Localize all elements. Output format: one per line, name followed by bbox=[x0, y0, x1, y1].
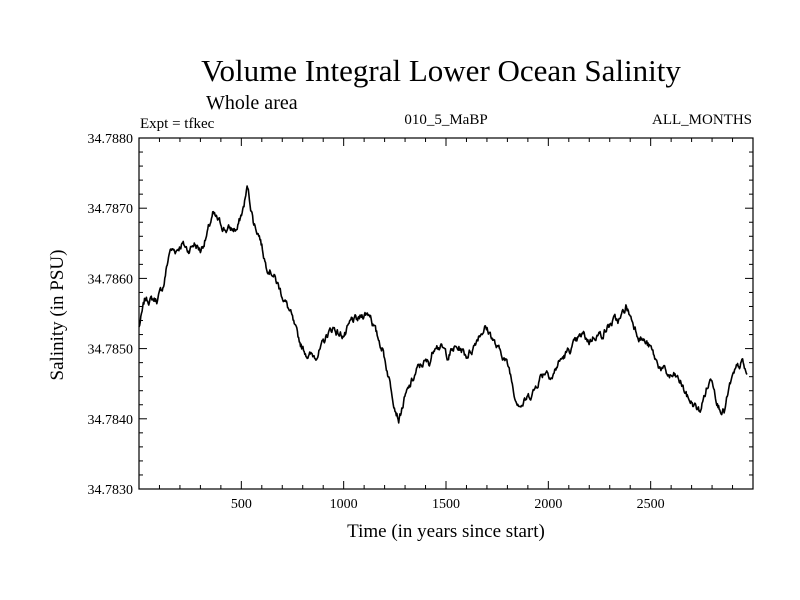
period-label: ALL_MONTHS bbox=[652, 112, 752, 128]
y-tick-label: 34.7830 bbox=[88, 483, 134, 498]
chart-subtitle: Whole area bbox=[206, 92, 298, 114]
x-tick-label: 500 bbox=[231, 497, 252, 512]
plot-frame bbox=[138, 137, 754, 490]
y-axis-label: Salinity (in PSU) bbox=[47, 250, 68, 381]
x-tick-label: 2000 bbox=[534, 497, 562, 512]
salinity-series-line bbox=[138, 185, 748, 424]
x-axis-label: Time (in years since start) bbox=[347, 521, 545, 542]
y-tick-label: 34.7860 bbox=[88, 272, 134, 287]
x-tick-label: 2500 bbox=[637, 497, 665, 512]
y-tick-label: 34.7880 bbox=[88, 132, 134, 147]
chart-title: Volume Integral Lower Ocean Salinity bbox=[201, 53, 681, 88]
axis-ticks bbox=[139, 137, 753, 490]
y-tick-label: 34.7870 bbox=[88, 202, 134, 217]
x-tick-label: 1500 bbox=[432, 497, 460, 512]
y-tick-label: 34.7850 bbox=[88, 343, 134, 358]
run-id-label: 010_5_MaBP bbox=[404, 112, 487, 128]
axis-tick-labels: 500 1000 1500 2000 2500 34.7830 34.7840 34.7850… bbox=[88, 132, 665, 512]
y-tick-label: 34.7840 bbox=[88, 413, 134, 428]
x-tick-label: 1000 bbox=[330, 497, 358, 512]
experiment-label: Expt = tfkec bbox=[140, 116, 215, 132]
